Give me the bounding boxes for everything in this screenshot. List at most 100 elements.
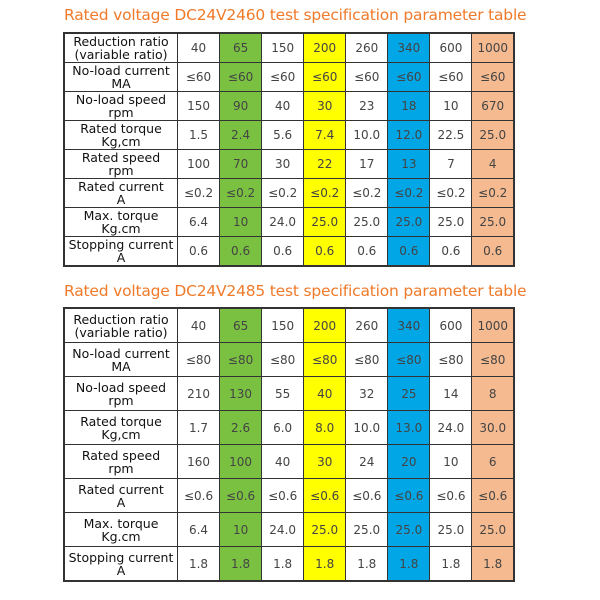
table-cell: 13 [387,149,431,179]
row-label: Reduction ratio (variable ratio) [63,307,178,343]
table-cell: 100 [176,149,221,179]
row-label-line: Rated current [78,179,164,194]
row-label: Rated current A [63,178,178,208]
table-cell: 8 [471,376,515,411]
row-label: Rated torque Kg,cm [63,120,178,150]
table-cell: 1000 [471,32,515,63]
table-cell: 6.0 [261,410,305,445]
table-cell: 24 [345,444,389,479]
table-cell: ≤60 [176,62,221,92]
row-label-line: No-load current [72,345,170,361]
table-cell: 0.6 [261,236,305,267]
table-cell: 1.8 [176,546,221,582]
table-cell: ≤0.2 [345,178,389,208]
table-cell: 1.8 [429,546,473,582]
table-cell: ≤80 [345,342,389,377]
table-cell: 25.0 [387,207,431,237]
table-cell: 10 [219,207,263,237]
table-cell: ≤80 [429,342,473,377]
row-label-line: A [116,562,126,578]
table-cell: 10.0 [345,120,389,150]
table-cell: 6 [471,444,515,479]
row-label: Stopping current A [63,236,178,267]
table-cell: ≤0.6 [387,478,431,513]
table-cell: 25 [387,376,431,411]
table-cell: 40 [261,444,305,479]
table-cell: 32 [345,376,389,411]
row-label-line: Rated speed [81,447,161,463]
table-cell: ≤0.6 [345,478,389,513]
table-cell: ≤0.6 [261,478,305,513]
table-title-2460: Rated voltage DC24V2460 test specificati… [64,6,527,24]
table-cell: 22 [303,149,347,179]
table-cell: ≤0.6 [429,478,473,513]
table-cell: 55 [261,376,305,411]
table-cell: 340 [387,307,431,343]
table-cell: 10 [429,91,473,121]
table-cell: 0.6 [387,236,431,267]
row-label: Max. torque Kg.cm [63,512,178,547]
table-cell: ≤60 [303,62,347,92]
table-cell: 17 [345,149,389,179]
row-label-line: rpm [108,460,134,476]
row-label-line: Rated speed [81,150,161,165]
table-row: Reduction ratio (variable ratio) 40 65 150 20… [63,307,515,343]
table-cell: 8.0 [303,410,347,445]
row-label-line: rpm [108,392,134,408]
row-label-line: Reduction ratio [73,311,169,327]
table-cell: 30.0 [471,410,515,445]
row-label-line: No-load speed [75,92,167,107]
table-cell: 25.0 [387,512,431,547]
table-cell: 200 [303,32,347,63]
row-label-line: rpm [108,105,134,120]
table-cell: ≤0.2 [429,178,473,208]
table-row: Rated speed rpm 100 70 30 22 17 13 7 4 [63,149,515,179]
table-cell: 40 [176,32,221,63]
table-cell: ≤80 [176,342,221,377]
table-cell: 210 [176,376,221,411]
table-cell: 0.6 [176,236,221,267]
table-cell: 1.8 [303,546,347,582]
row-label-line: A [116,494,126,510]
table-cell: 260 [345,32,389,63]
table-row: Rated current A ≤0.2 ≤0.2 ≤0.2 ≤0.2 ≤0.2 ≤0.2 ≤0… [63,178,515,208]
table-row: Rated torque Kg,cm 1.7 2.6 6.0 8.0 10.0 13.0 24.… [63,410,515,445]
table-row: Stopping current A 0.6 0.6 0.6 0.6 0.6 0.6 0.6 0.… [63,236,515,267]
table-row: Rated speed rpm 160 100 40 30 24 20 10 6 [63,444,515,479]
row-label-line: MA [111,358,131,374]
row-label: Rated torque Kg,cm [63,410,178,445]
table-cell: 24.0 [261,207,305,237]
row-label: No-load speed rpm [63,91,178,121]
table-cell: 12.0 [387,120,431,150]
table-row: No-load speed rpm 150 90 40 30 23 18 10 670 [63,91,515,121]
table-cell: ≤60 [387,62,431,92]
table-cell: ≤0.2 [471,178,515,208]
table-cell: 6.4 [176,207,221,237]
row-label: Max. torque Kg.cm [63,207,178,237]
table-cell: 5.6 [261,120,305,150]
table-cell: 600 [429,32,473,63]
table-cell: ≤0.2 [303,178,347,208]
table-cell: ≤0.6 [219,478,263,513]
table-row: No-load current MA ≤80 ≤80 ≤80 ≤80 ≤80 ≤80 ≤80 ≤8… [63,342,515,377]
row-label-line: A [116,250,126,265]
table-cell: 7.4 [303,120,347,150]
row-label-line: Kg.cm [101,221,141,236]
table-cell: 40 [261,91,305,121]
row-label: No-load current MA [63,342,178,377]
table-cell: 150 [261,307,305,343]
row-label-line: No-load current [72,63,170,78]
table-cell: ≤0.2 [176,178,221,208]
spec-table-2460: Reduction ratio (variable ratio) 40 65 150 20… [63,32,515,267]
table-row: Reduction ratio (variable ratio) 40 65 150 20… [63,32,515,63]
table-cell: 160 [176,444,221,479]
table-cell: ≤0.2 [387,178,431,208]
table-cell: 10 [429,444,473,479]
table-row: Rated torque Kg,cm 1.5 2.4 5.6 7.4 10.0 12.0 22.… [63,120,515,150]
table-cell: ≤80 [219,342,263,377]
table-cell: 1000 [471,307,515,343]
row-label-line: Max. torque [83,208,159,223]
table-cell: 70 [219,149,263,179]
table-row: Rated current A ≤0.6 ≤0.6 ≤0.6 ≤0.6 ≤0.6 ≤0.6 ≤0… [63,478,515,513]
row-label: Reduction ratio (variable ratio) [63,32,178,63]
